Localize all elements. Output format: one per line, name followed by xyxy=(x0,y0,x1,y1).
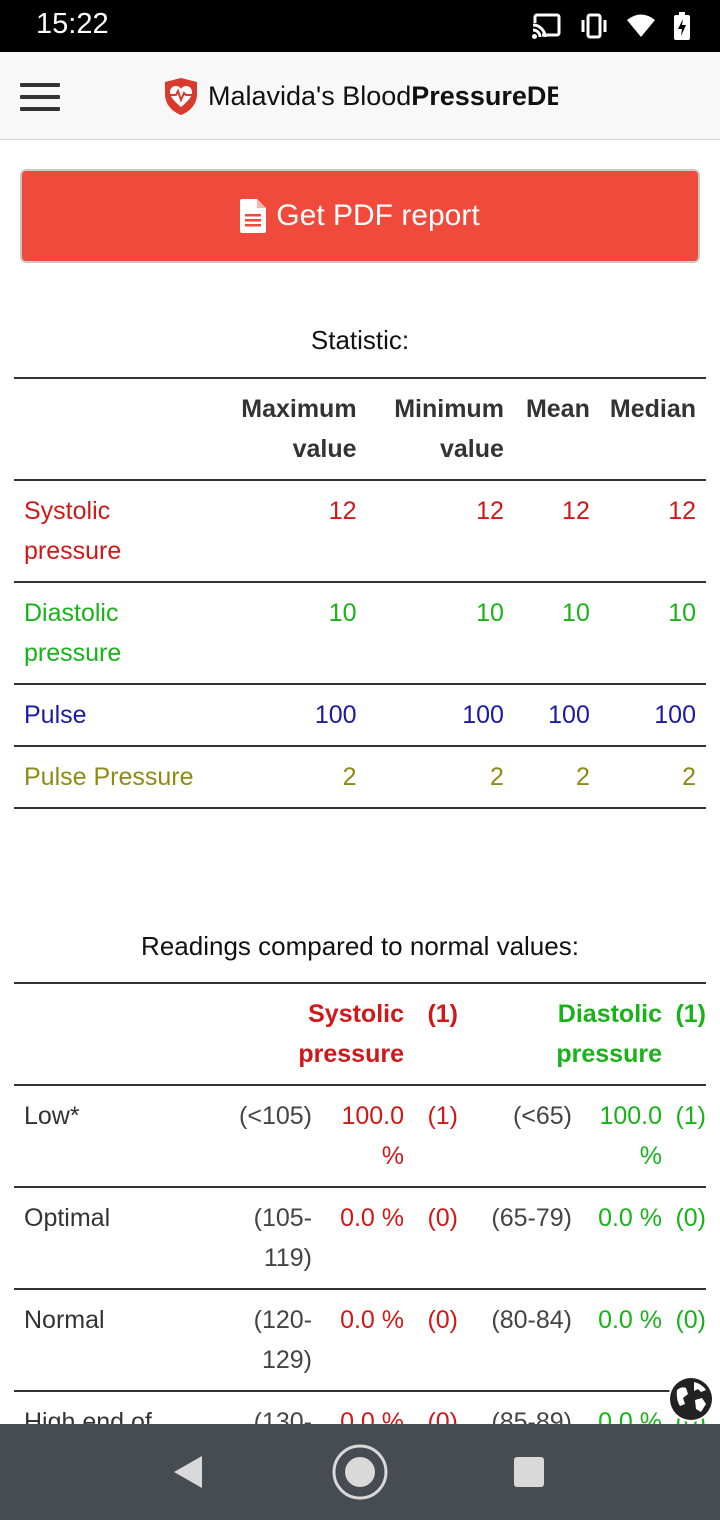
statistic-table: Maximum value Minimum value Mean Median Sy… xyxy=(14,377,706,809)
status-time: 15:22 xyxy=(36,8,109,40)
navigation-bar xyxy=(0,1424,720,1520)
row-label: Pulse Pressure xyxy=(24,763,194,791)
systolic-count: (0) xyxy=(427,1408,458,1424)
app-bar: Malavida's BloodPressureDB xyxy=(0,52,720,140)
diastolic-percent: 0.0 % xyxy=(598,1306,662,1334)
systolic-percent: 0.0 % xyxy=(340,1204,404,1232)
systolic-range: (105-119) xyxy=(253,1204,312,1272)
row-label: Low* xyxy=(24,1102,80,1130)
diastolic-count: (1) xyxy=(675,1102,706,1130)
header-systolic-count: (1) xyxy=(427,1000,458,1028)
header-diastolic-count: (1) xyxy=(675,1000,706,1028)
systolic-percent: 0.0 % xyxy=(340,1306,404,1334)
systolic-count: (0) xyxy=(427,1204,458,1232)
diastolic-count: (0) xyxy=(675,1306,706,1334)
systolic-range: (120-129) xyxy=(253,1306,312,1374)
document-icon xyxy=(240,199,267,233)
diastolic-percent: 0.0 % xyxy=(598,1408,662,1424)
wifi-icon xyxy=(626,13,656,39)
header-minimum-value: Minimum value xyxy=(394,395,504,463)
readings-header-row: Systolic pressure (1) Diastolic pressure… xyxy=(14,983,706,1085)
table-row-diastolic: Diastolic pressure 10 10 10 10 xyxy=(14,582,706,684)
table-row-normal: Normal (120-129) 0.0 % (0) (80-84) 0.0 %… xyxy=(14,1289,706,1391)
diastolic-range: (85-89) xyxy=(491,1408,572,1424)
app-title-bold: PressureDB xyxy=(411,80,558,111)
cell-min: 100 xyxy=(462,701,504,729)
diastolic-count: (0) xyxy=(675,1204,706,1232)
cell-mean: 100 xyxy=(548,701,590,729)
cell-mean: 10 xyxy=(562,599,590,627)
hamburger-menu-icon[interactable] xyxy=(20,83,60,111)
cell-median: 100 xyxy=(654,701,696,729)
main-content: Get PDF report Statistic: Maximum value M… xyxy=(0,141,720,1424)
systolic-range: (<105) xyxy=(239,1102,312,1130)
header-systolic-pressure: Systolic pressure xyxy=(298,1000,404,1068)
systolic-range: (130- xyxy=(253,1408,312,1424)
cell-min: 2 xyxy=(490,763,504,791)
cell-mean: 12 xyxy=(562,497,590,525)
systolic-percent: 100.0 % xyxy=(341,1102,404,1170)
diastolic-range: (<65) xyxy=(512,1102,572,1130)
table-row-pulse: Pulse 100 100 100 100 xyxy=(14,684,706,746)
header-maximum-value: Maximum value xyxy=(241,395,357,463)
row-label: High end of xyxy=(24,1408,152,1424)
status-icons xyxy=(532,10,690,42)
diastolic-range: (80-84) xyxy=(491,1306,572,1334)
cell-min: 12 xyxy=(476,497,504,525)
systolic-count: (0) xyxy=(427,1306,458,1334)
systolic-count: (1) xyxy=(427,1102,458,1130)
readings-table: Systolic pressure (1) Diastolic pressure… xyxy=(14,982,706,1424)
table-row-high-end: High end of (130- 0.0 % (0) (85-89) 0.0 … xyxy=(14,1391,706,1424)
header-median: Median xyxy=(609,395,696,423)
pdf-button-label: Get PDF report xyxy=(276,199,480,232)
globe-icon[interactable] xyxy=(668,1376,714,1422)
vibrate-icon xyxy=(580,13,608,39)
row-label: Systolic pressure xyxy=(24,497,122,565)
battery-charging-icon xyxy=(674,12,690,40)
cast-icon xyxy=(532,13,562,39)
diastolic-percent: 100.0 % xyxy=(599,1102,662,1170)
cell-mean: 2 xyxy=(575,763,590,791)
header-empty xyxy=(14,983,214,1085)
app-title-regular: Malavida's Blood xyxy=(208,80,412,111)
cell-median: 12 xyxy=(668,497,696,525)
header-mean: Mean xyxy=(525,395,590,423)
row-label: Pulse xyxy=(24,701,87,729)
table-row-optimal: Optimal (105-119) 0.0 % (0) (65-79) 0.0 … xyxy=(14,1187,706,1289)
status-bar: 15:22 xyxy=(0,0,720,52)
statistic-title: Statistic: xyxy=(310,325,410,355)
row-label: Diastolic pressure xyxy=(24,599,122,667)
readings-title: Readings compared to normal values: xyxy=(141,931,579,961)
table-row-low: Low* (<105) 100.0 % (1) (<65) 100.0 % (1… xyxy=(14,1085,706,1187)
app-title[interactable]: Malavida's BloodPressureDB xyxy=(162,72,558,120)
table-row-pulse-pressure: Pulse Pressure 2 2 2 2 xyxy=(14,746,706,808)
cell-max: 100 xyxy=(314,701,357,729)
diastolic-percent: 0.0 % xyxy=(598,1204,662,1232)
header-empty xyxy=(14,378,219,480)
row-label: Optimal xyxy=(24,1204,111,1232)
cell-max: 12 xyxy=(328,497,357,525)
cell-median: 10 xyxy=(668,599,696,627)
cell-max: 10 xyxy=(328,599,357,627)
cell-max: 2 xyxy=(342,763,357,791)
home-icon[interactable] xyxy=(332,1444,388,1500)
get-pdf-report-button[interactable]: Get PDF report xyxy=(20,169,700,263)
header-diastolic-pressure: Diastolic pressure xyxy=(556,1000,662,1068)
back-icon[interactable] xyxy=(172,1454,204,1490)
cell-median: 2 xyxy=(682,763,696,791)
row-label: Normal xyxy=(24,1306,105,1334)
systolic-percent: 0.0 % xyxy=(340,1408,404,1424)
heart-shield-logo-icon xyxy=(165,78,197,115)
diastolic-range: (65-79) xyxy=(491,1204,572,1232)
cell-min: 10 xyxy=(476,599,504,627)
recents-icon[interactable] xyxy=(513,1456,545,1488)
table-row-systolic: Systolic pressure 12 12 12 12 xyxy=(14,480,706,582)
statistic-header-row: Maximum value Minimum value Mean Median xyxy=(14,378,706,480)
